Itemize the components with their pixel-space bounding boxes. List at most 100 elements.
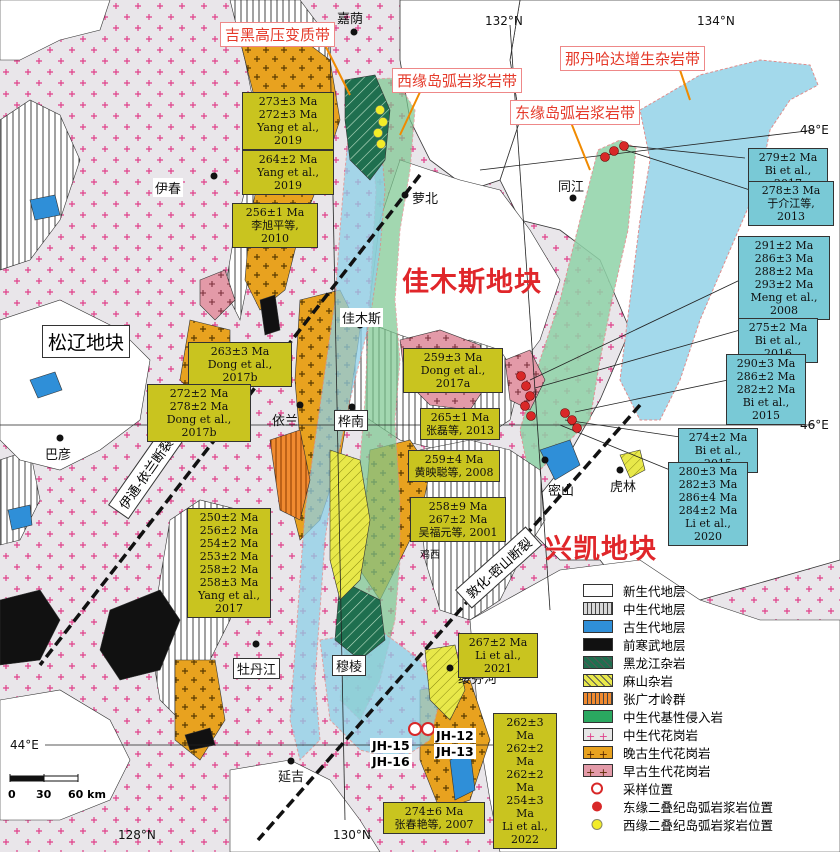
legend-label: 张广才岭群 [623,691,686,707]
early-pz-granite-3 [199,269,236,321]
city-yilan: 依兰 [272,414,299,429]
legend-label: 黑龙江杂岩 [623,655,686,671]
leader-b4 [534,329,741,389]
age-box-line: 290±3 Ma [736,357,796,370]
age-box-line: 258±3 Ma [199,576,259,589]
age-box-line: 267±2 Ma [468,636,528,649]
legend-item: 采样位置 [583,779,823,797]
age-box: 280±3 Ma 282±3 Ma 286±4 Ma 284±2 Ma Li et al… [668,462,748,546]
sample-star-2 [421,722,435,736]
age-box-line: 272±3 Ma [258,108,318,121]
city-tongjiang: 同江 [558,180,585,195]
city-dot [287,757,295,765]
zhangguangcailing-group [269,429,311,521]
city-huanan: 桦南 [334,410,369,431]
city-dot [616,466,624,474]
age-box-line: 263±3 Ma [210,345,270,358]
age-box-line: 259±4 Ma [424,453,484,466]
legend-swatch [583,709,613,723]
arrow-eastarc [569,119,591,171]
legend-item: + + + 早古生代花岗岩 [583,761,823,779]
svg-text:+ + +: + + + [586,748,612,759]
age-box-line: Yang et al., 2017 [197,589,261,615]
legend-swatch [583,619,613,633]
legend-label: 中生代花岗岩 [623,727,699,743]
age-box-line: 250±2 Ma [199,511,259,524]
legend-label: 晚古生代花岗岩 [623,745,711,761]
age-box-line: Li et al., 2021 [475,649,521,675]
city-hulin: 虎林 [610,480,637,495]
legend-item: 中生代地层 [583,599,823,617]
legend-label: 新生代地层 [623,583,686,599]
city-muling: 穆棱 [332,655,367,676]
legend-swatch [583,799,613,813]
age-box-line: 288±2 Ma [754,265,814,278]
legend-label: 早古生代花岗岩 [623,763,711,779]
coord-lat-46: 46°E [800,418,829,432]
precambrian-2 [0,589,61,666]
age-box: 264±2 Ma Yang et al., 2019 [242,150,334,195]
age-box-line: 张春艳等, 2007 [394,818,474,831]
east-arc-belt [519,139,637,482]
city-dot [348,403,356,411]
arrow-westarc [399,91,421,136]
age-box-line: 274±6 Ma [404,805,464,818]
coord-lat-48: 48°E [800,123,829,137]
east-dot [525,391,535,401]
city-dots [56,28,624,765]
paleozoic-3 [29,371,63,399]
age-box: 258±9 Ma 267±2 Ma 吴福元等, 2001 [410,497,506,542]
age-box-line: 262±3 Ma [506,716,544,742]
age-box: 259±4 Ma 黄映聪等, 2008 [408,450,500,482]
leader-b2 [624,149,751,191]
legend-item: 西缘二叠纪岛弧岩浆岩位置 [583,815,823,833]
age-box-line: 吴福元等, 2001 [418,526,498,539]
legend-label: 前寒武地层 [623,637,686,653]
age-box-line: 286±2 Ma [736,370,796,383]
paleozoic-1 [539,439,581,481]
city-jiamusi: 佳木斯 [340,308,384,327]
legend-item: 张广才岭群 [583,689,823,707]
age-box-line: 262±2 Ma [506,768,544,794]
age-box-line: Dong et al., 2017b [166,413,232,439]
age-box-line: 274±2 Ma [688,431,748,444]
city-dot [296,401,304,409]
jiamusi-block-label: 佳木斯地块 [402,267,542,298]
age-box-line: 张磊等, 2013 [426,424,494,437]
legend-label: 西缘二叠纪岛弧岩浆岩位置 [623,817,774,833]
city-dot [56,434,64,442]
legend-swatch: + + + [583,727,621,743]
age-box-line: 286±3 Ma [754,252,814,265]
scale-tick-0: 0 [8,788,16,801]
leader-b6 [564,419,681,438]
legend-swatch [583,601,613,615]
east-dot [526,411,536,421]
legend-item: 前寒武地层 [583,635,823,653]
age-box-line: 282±3 Ma [678,478,738,491]
west-arc-belt-label: 西缘岛弧岩浆岩带 [392,68,523,93]
age-box-line: 258±9 Ma [428,500,488,513]
legend-item: 中生代基性侵入岩 [583,707,823,725]
scale-tick-30: 30 [36,788,52,801]
age-box-line: 256±1 Ma [245,206,305,219]
age-box: 265±1 Ma 张磊等, 2013 [420,408,500,440]
leader-b5 [574,379,729,413]
city-yanji: 延吉 [278,770,305,785]
age-box-line: Li et al., 2020 [685,517,731,543]
legend-item: 麻山杂岩 [583,671,823,689]
songliao-block-label: 松辽地块 [42,325,131,358]
east-arc-dots [516,141,629,433]
leader-b1 [619,144,746,159]
east-dot [609,146,619,156]
legend-label: 中生代地层 [623,601,686,617]
age-box: 263±3 Ma Dong et al., 2017b [188,342,292,387]
coord-lon-132: 132°N [485,14,523,28]
age-box-line: 267±2 Ma [428,513,488,526]
cenozoic-west-2 [0,0,111,61]
city-yichun: 伊春 [153,178,184,197]
age-box-line: Yang et al., 2019 [256,166,320,192]
west-arc-dots [373,105,388,149]
leader-lines [529,144,751,471]
age-box-line: 280±3 Ma [678,465,738,478]
west-dot [378,117,388,127]
